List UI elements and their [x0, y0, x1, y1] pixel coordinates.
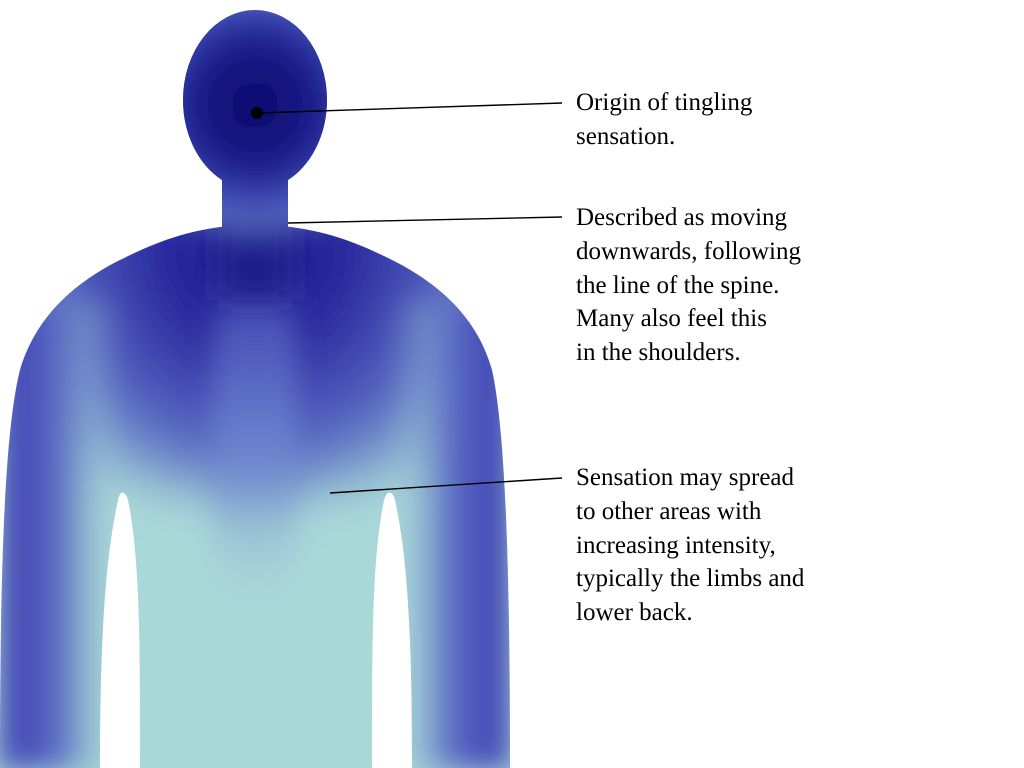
heat-head — [115, 0, 395, 255]
body-heatmap — [0, 0, 585, 768]
diagram-stage: Origin of tingling sensation. Described … — [0, 0, 1024, 768]
heat-left-arm — [0, 300, 120, 768]
annotation-neck: Described as moving downwards, following… — [576, 201, 801, 370]
annotation-head: Origin of tingling sensation. — [576, 86, 752, 154]
body-figure — [0, 0, 1024, 768]
leader-neck — [288, 217, 562, 223]
marker-dot-head — [251, 107, 263, 119]
heat-right-arm — [390, 300, 510, 768]
annotation-torso: Sensation may spread to other areas with… — [576, 461, 804, 630]
